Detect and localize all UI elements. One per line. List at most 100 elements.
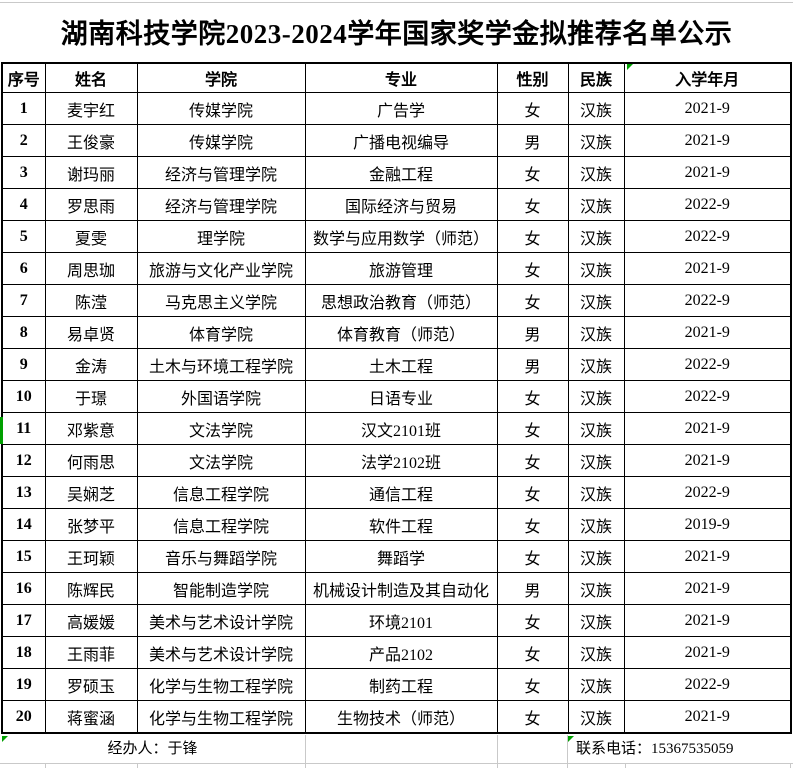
cell-gender: 男 bbox=[496, 316, 569, 349]
cell-college: 旅游与文化产业学院 bbox=[136, 252, 306, 285]
cell-college: 马克思主义学院 bbox=[136, 284, 306, 317]
cell-name: 张梦平 bbox=[44, 508, 138, 541]
cell-ethnicity: 汉族 bbox=[567, 380, 625, 413]
row11-green-marker bbox=[0, 417, 3, 444]
footer-bottom-gridline bbox=[0, 763, 793, 764]
table-row: 8 易卓贤 体育学院 体育教育（师范）男汉族 2021-9 bbox=[1, 316, 792, 349]
footer-gridline bbox=[567, 735, 568, 763]
cell-major: 汉文2101班 bbox=[304, 412, 498, 445]
cell-college: 文法学院 bbox=[136, 412, 306, 445]
cell-name: 何雨思 bbox=[44, 444, 138, 477]
cell-ethnicity: 汉族 bbox=[567, 348, 625, 381]
cell-name: 易卓贤 bbox=[44, 316, 138, 349]
cell-college: 体育学院 bbox=[136, 316, 306, 349]
cell-enrollment: 2021-9 bbox=[623, 412, 792, 445]
cell-gender: 女 bbox=[496, 412, 569, 445]
table-row: 11 邓紫意 文法学院 汉文2101班女汉族 2021-9 bbox=[1, 412, 792, 445]
column-header-ethnicity: 民族 bbox=[567, 62, 625, 93]
cell-major: 思想政治教育（师范） bbox=[304, 284, 498, 317]
table-row: 9 金涛 土木与环境工程学院 土木工程男汉族 2022-9 bbox=[1, 348, 792, 381]
table-row: 16 陈辉民 智能制造学院 机械设计制造及其自动化男汉族 2021-9 bbox=[1, 572, 792, 605]
cell-enrollment: 2022-9 bbox=[623, 476, 792, 509]
cell-major: 数学与应用数学（师范） bbox=[304, 220, 498, 253]
cell-enrollment: 2021-9 bbox=[623, 700, 792, 734]
cell-ethnicity: 汉族 bbox=[567, 156, 625, 189]
cell-gender: 女 bbox=[496, 156, 569, 189]
table-row: 10 于璟 外国语学院 日语专业女汉族 2022-9 bbox=[1, 380, 792, 413]
cell-index: 14 bbox=[1, 508, 46, 541]
column-header-index: 序号 bbox=[1, 62, 46, 93]
cell-index: 15 bbox=[1, 540, 46, 573]
cell-index: 10 bbox=[1, 380, 46, 413]
cell-college: 化学与生物工程学院 bbox=[136, 700, 306, 734]
cell-index: 19 bbox=[1, 668, 46, 701]
cell-ethnicity: 汉族 bbox=[567, 220, 625, 253]
cell-gender: 女 bbox=[496, 668, 569, 701]
cell-gender: 女 bbox=[496, 444, 569, 477]
cell-name: 谢玛丽 bbox=[44, 156, 138, 189]
page-title: 湖南科技学院2023-2024学年国家奖学金拟推荐名单公示 bbox=[60, 18, 733, 49]
cell-college: 美术与艺术设计学院 bbox=[136, 636, 306, 669]
cell-gender: 女 bbox=[496, 284, 569, 317]
cell-index: 8 bbox=[1, 316, 46, 349]
cell-ethnicity: 汉族 bbox=[567, 444, 625, 477]
cell-ethnicity: 汉族 bbox=[567, 476, 625, 509]
bottom-gridline bbox=[137, 763, 138, 768]
cell-gender: 女 bbox=[496, 604, 569, 637]
cell-gender: 女 bbox=[496, 252, 569, 285]
cell-ethnicity: 汉族 bbox=[567, 636, 625, 669]
bottom-gridline bbox=[45, 763, 46, 768]
cell-major: 软件工程 bbox=[304, 508, 498, 541]
cell-name: 罗硕玉 bbox=[44, 668, 138, 701]
cell-major: 金融工程 bbox=[304, 156, 498, 189]
bottom-gridline bbox=[790, 763, 791, 768]
cell-index: 7 bbox=[1, 284, 46, 317]
cell-college: 美术与艺术设计学院 bbox=[136, 604, 306, 637]
contact-cell: 联系电话：15367535059 bbox=[576, 741, 734, 757]
column-header-college: 学院 bbox=[136, 62, 306, 93]
error-indicator-icon bbox=[627, 64, 633, 70]
cell-name: 麦宇红 bbox=[44, 92, 138, 125]
table-row: 7 陈滢 马克思主义学院 思想政治教育（师范）女汉族 2022-9 bbox=[1, 284, 792, 317]
cell-enrollment: 2021-9 bbox=[623, 604, 792, 637]
cell-index: 16 bbox=[1, 572, 46, 605]
table-body: 1 麦宇红 传媒学院 广告学女汉族 2021-9 2 王俊豪 传媒学院 广播电视编导男汉族 202… bbox=[1, 92, 792, 734]
cell-major: 旅游管理 bbox=[304, 252, 498, 285]
cell-gender: 女 bbox=[496, 476, 569, 509]
cell-enrollment: 2022-9 bbox=[623, 188, 792, 221]
footer-gridline bbox=[497, 735, 498, 763]
cell-index: 12 bbox=[1, 444, 46, 477]
cell-ethnicity: 汉族 bbox=[567, 284, 625, 317]
cell-major: 法学2102班 bbox=[304, 444, 498, 477]
cell-gender: 女 bbox=[496, 92, 569, 125]
column-header-enrollment: 入学年月 bbox=[623, 62, 792, 93]
cell-name: 于璟 bbox=[44, 380, 138, 413]
cell-college: 经济与管理学院 bbox=[136, 156, 306, 189]
cell-major: 广告学 bbox=[304, 92, 498, 125]
cell-ethnicity: 汉族 bbox=[567, 508, 625, 541]
bottom-gridline bbox=[497, 763, 498, 768]
cell-college: 音乐与舞蹈学院 bbox=[136, 540, 306, 573]
cell-index: 6 bbox=[1, 252, 46, 285]
cell-gender: 女 bbox=[496, 508, 569, 541]
cell-index: 5 bbox=[1, 220, 46, 253]
cell-college: 经济与管理学院 bbox=[136, 188, 306, 221]
table-row: 2 王俊豪 传媒学院 广播电视编导男汉族 2021-9 bbox=[1, 124, 792, 157]
cell-ethnicity: 汉族 bbox=[567, 252, 625, 285]
table-row: 6 周思珈 旅游与文化产业学院 旅游管理女汉族 2021-9 bbox=[1, 252, 792, 285]
cell-gender: 男 bbox=[496, 124, 569, 157]
cell-major: 土木工程 bbox=[304, 348, 498, 381]
cell-ethnicity: 汉族 bbox=[567, 412, 625, 445]
cell-enrollment: 2021-9 bbox=[623, 572, 792, 605]
cell-enrollment: 2021-9 bbox=[623, 92, 792, 125]
table-row: 5 夏雯 理学院 数学与应用数学（师范）女汉族 2022-9 bbox=[1, 220, 792, 253]
error-indicator-icon bbox=[568, 736, 574, 742]
cell-ethnicity: 汉族 bbox=[567, 92, 625, 125]
table-row: 4 罗思雨 经济与管理学院 国际经济与贸易女汉族 2022-9 bbox=[1, 188, 792, 221]
table-row: 20 蒋蜜涵 化学与生物工程学院 生物技术（师范）女汉族 2021-9 bbox=[1, 700, 792, 734]
cell-name: 陈滢 bbox=[44, 284, 138, 317]
cell-college: 信息工程学院 bbox=[136, 476, 306, 509]
top-gridline bbox=[0, 2, 793, 3]
cell-gender: 女 bbox=[496, 380, 569, 413]
header-row: 序号 姓名 学院 专业 性别 民族 入学年月 bbox=[1, 62, 792, 93]
